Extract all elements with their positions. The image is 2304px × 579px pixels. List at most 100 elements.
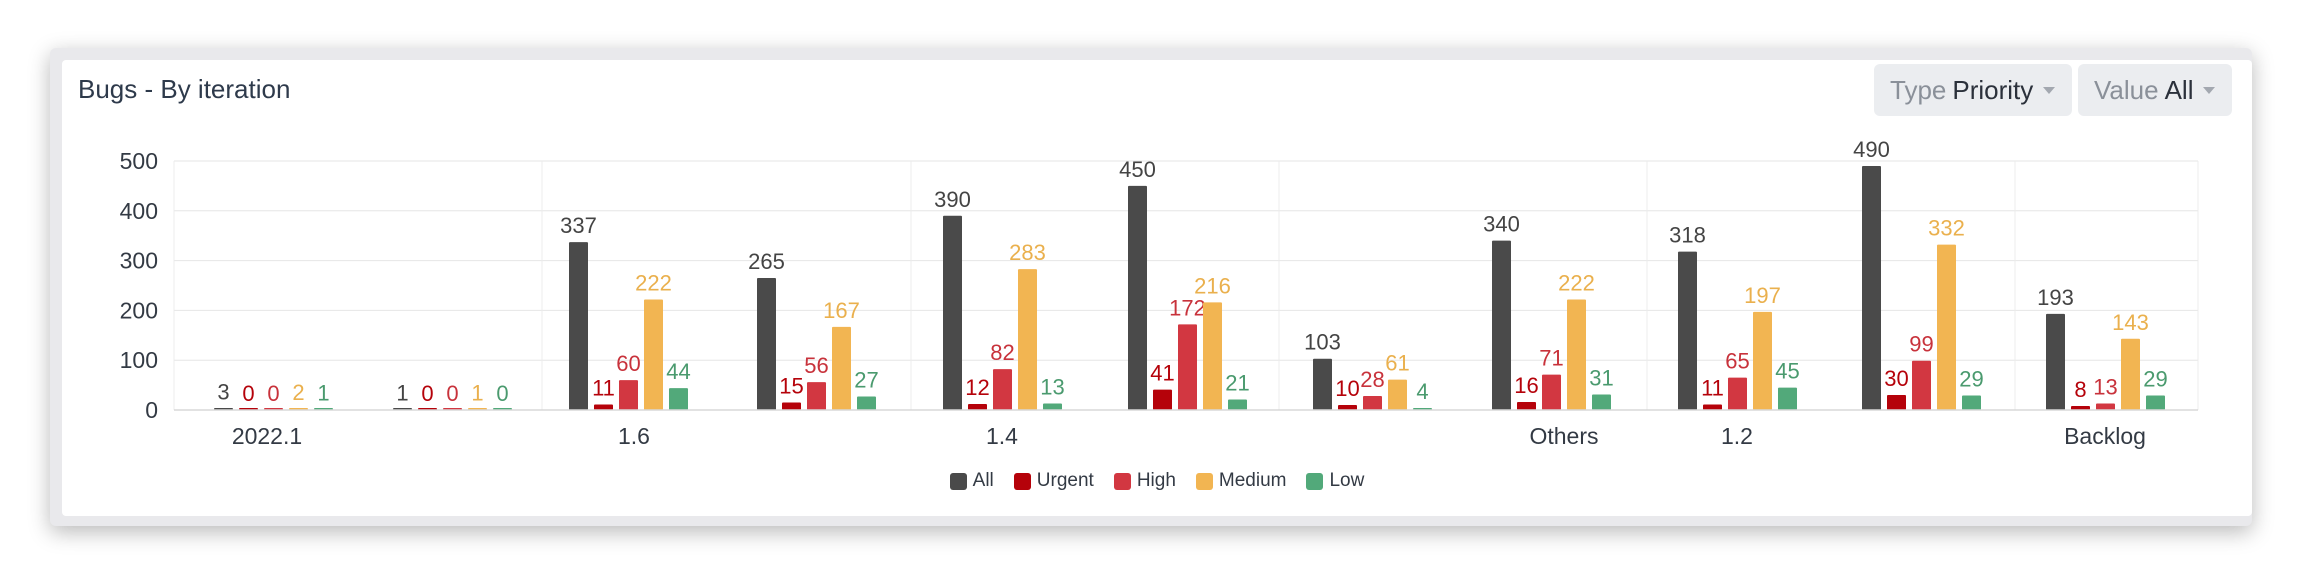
bar-low[interactable] [2146, 395, 2165, 410]
legend-item-low[interactable]: Low [1306, 470, 1364, 492]
bar-high[interactable] [2096, 403, 2115, 410]
legend-label: All [972, 470, 994, 491]
bar-all[interactable] [757, 278, 776, 410]
bar-medium[interactable] [2121, 338, 2140, 410]
legend-swatch [1306, 472, 1324, 490]
bar-high[interactable] [1178, 324, 1197, 410]
bar-all[interactable] [1862, 165, 1881, 410]
bar-high[interactable] [1363, 396, 1382, 410]
bar-medium[interactable] [1937, 244, 1956, 410]
data-label: 8 [2074, 377, 2086, 402]
data-label: 103 [1304, 330, 1341, 355]
data-label: 390 [934, 187, 971, 212]
bar-high[interactable] [807, 382, 826, 410]
chart-card: Bugs - By iteration Type Priority Value … [62, 60, 2252, 516]
bar-medium[interactable] [1753, 311, 1772, 410]
bar-urgent[interactable] [1153, 389, 1172, 410]
bar-low[interactable] [1043, 403, 1062, 410]
bar-low[interactable] [669, 388, 688, 410]
data-label: 337 [560, 213, 597, 238]
bar-urgent[interactable] [1517, 402, 1536, 410]
value-filter-key: Value [2094, 74, 2159, 105]
data-label: 265 [748, 249, 785, 274]
data-label: 193 [2037, 285, 2074, 310]
data-label: 10 [1335, 376, 1359, 401]
bar-urgent[interactable] [594, 404, 613, 410]
legend-swatch [1195, 472, 1213, 490]
data-label: 11 [1701, 376, 1724, 401]
bar-urgent[interactable] [968, 404, 987, 410]
bar-urgent[interactable] [782, 402, 801, 410]
x-tick-label: Others [1529, 423, 1598, 449]
bar-all[interactable] [2046, 313, 2065, 410]
bar-medium[interactable] [1018, 269, 1037, 410]
bar-all[interactable] [569, 242, 588, 410]
y-tick-label: 500 [120, 148, 158, 174]
y-tick-label: 400 [120, 198, 158, 224]
legend-swatch [1013, 472, 1031, 490]
y-tick-label: 200 [120, 297, 158, 323]
data-label: 71 [1539, 346, 1563, 371]
data-label: 28 [1360, 367, 1384, 392]
data-label: 1 [471, 381, 483, 406]
bar-high[interactable] [1542, 374, 1561, 410]
data-label: 29 [1959, 367, 1983, 392]
bar-high[interactable] [619, 380, 638, 410]
data-label: 2 [292, 380, 304, 405]
legend-item-medium[interactable]: Medium [1195, 470, 1286, 492]
bar-all[interactable] [1313, 358, 1332, 410]
bar-all[interactable] [1678, 251, 1697, 410]
data-label: 3 [217, 380, 229, 405]
data-label: 222 [635, 270, 672, 295]
x-tick-label: 2022.1 [232, 423, 302, 449]
data-label: 13 [2093, 375, 2117, 400]
legend-item-urgent[interactable]: Urgent [1013, 470, 1094, 492]
data-label: 222 [1558, 270, 1595, 295]
data-label: 41 [1150, 361, 1174, 386]
type-filter-dropdown[interactable]: Type Priority [1874, 64, 2072, 116]
bar-medium[interactable] [1388, 379, 1407, 410]
data-label: 172 [1169, 295, 1206, 320]
legend-swatch [949, 472, 967, 490]
data-label: 0 [496, 381, 508, 406]
bar-urgent[interactable] [1703, 404, 1722, 410]
bar-high[interactable] [1728, 377, 1747, 410]
legend-item-high[interactable]: High [1113, 470, 1176, 492]
data-label: 216 [1194, 273, 1231, 298]
chevron-down-icon [2203, 86, 2216, 94]
bar-medium[interactable] [1567, 299, 1586, 410]
bar-medium[interactable] [644, 299, 663, 410]
bar-medium[interactable] [1203, 302, 1222, 410]
bar-all[interactable] [1128, 185, 1147, 410]
y-tick-label: 100 [120, 347, 158, 373]
data-label: 0 [267, 381, 279, 406]
bar-medium[interactable] [832, 326, 851, 410]
type-filter-key: Type [1890, 74, 1947, 105]
bar-urgent[interactable] [2071, 406, 2090, 410]
bar-urgent[interactable] [1338, 405, 1357, 410]
data-label: 197 [1744, 283, 1781, 308]
bar-high[interactable] [1912, 360, 1931, 410]
legend-item-all[interactable]: All [949, 470, 994, 492]
legend-label: Low [1329, 470, 1365, 491]
bar-low[interactable] [857, 396, 876, 410]
bar-low[interactable] [1778, 387, 1797, 410]
bar-urgent[interactable] [1887, 395, 1906, 410]
data-label: 0 [242, 381, 254, 406]
data-label: 29 [2143, 367, 2167, 392]
bar-high[interactable] [993, 369, 1012, 410]
data-label: 340 [1483, 212, 1520, 237]
x-tick-label: Backlog [2064, 423, 2146, 449]
data-label: 45 [1775, 359, 1799, 384]
data-label: 30 [1884, 366, 1908, 391]
bar-low[interactable] [1592, 394, 1611, 410]
data-label: 332 [1928, 216, 1965, 241]
data-label: 65 [1725, 349, 1749, 374]
chart-title: Bugs - By iteration [78, 74, 291, 104]
bar-low[interactable] [1962, 395, 1981, 410]
bar-all[interactable] [1492, 240, 1511, 410]
bar-low[interactable] [1228, 399, 1247, 410]
bar-all[interactable] [943, 215, 962, 410]
value-filter-dropdown[interactable]: Value All [2078, 64, 2232, 116]
